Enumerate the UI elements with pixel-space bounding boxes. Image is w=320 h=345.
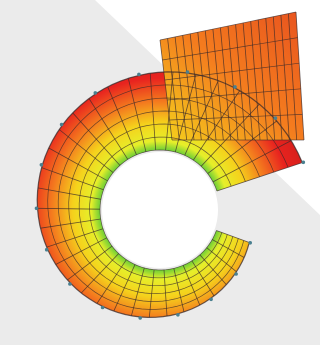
mesh-outlet-crossline	[169, 114, 303, 121]
mesh-outlet-line	[250, 21, 261, 141]
mesh-outlet-line	[242, 22, 254, 141]
mesh-outlet-line	[174, 36, 188, 141]
mesh-outlet-line	[189, 33, 202, 141]
mesh-outlet-line	[295, 11, 305, 141]
mesh-circumferential-line	[57, 97, 275, 302]
mesh-node-marker	[34, 206, 39, 211]
mesh-outlet-line	[182, 35, 195, 141]
mesh-outlet-line	[167, 38, 180, 141]
mesh-node-marker	[273, 116, 278, 120]
mesh-outlet-line	[159, 39, 173, 141]
mesh-node-marker	[248, 241, 252, 245]
mesh-node-marker	[44, 247, 49, 252]
mesh-node-marker	[138, 316, 142, 320]
mesh-outlet-line	[220, 27, 232, 141]
mesh-circumferential-line	[47, 84, 289, 310]
mesh-node-marker	[93, 91, 98, 95]
mesh-outlet-line	[235, 24, 246, 141]
mesh-circumferential-line	[99, 149, 218, 271]
mesh-node-marker	[68, 282, 72, 286]
mesh-outlet-line	[257, 19, 268, 141]
mesh-node-marker	[100, 305, 105, 310]
mesh-outlet-line	[197, 32, 210, 141]
mesh-node-marker	[301, 160, 306, 165]
mesh-node-marker	[233, 85, 237, 89]
mesh-outlet-crossline	[164, 62, 300, 81]
mesh-outlet-line	[212, 29, 224, 141]
mesh-node-marker	[185, 70, 190, 74]
mesh-outlet-crossline	[162, 37, 298, 61]
mesh-node-marker	[176, 313, 180, 317]
mesh-outlet-crossline	[159, 11, 297, 41]
mesh-node-marker	[209, 297, 213, 302]
mesh-outlet-line	[272, 16, 283, 141]
mesh-outlet-line	[204, 30, 217, 141]
mesh-node-marker	[137, 72, 141, 77]
mesh-circumferential-line	[78, 123, 246, 287]
mesh-outlet-crossline	[167, 88, 301, 101]
mesh-node-marker	[39, 163, 44, 167]
mesh-node-marker	[59, 122, 64, 127]
mesh-outlet-line	[227, 25, 239, 141]
inner-bore	[102, 152, 218, 268]
mesh-nodes	[34, 70, 306, 320]
mesh-outlet-line	[280, 15, 290, 141]
mesh-node-marker	[234, 272, 238, 276]
mesh-outlet-line	[265, 18, 276, 141]
mesh-outlet-line	[288, 13, 298, 141]
